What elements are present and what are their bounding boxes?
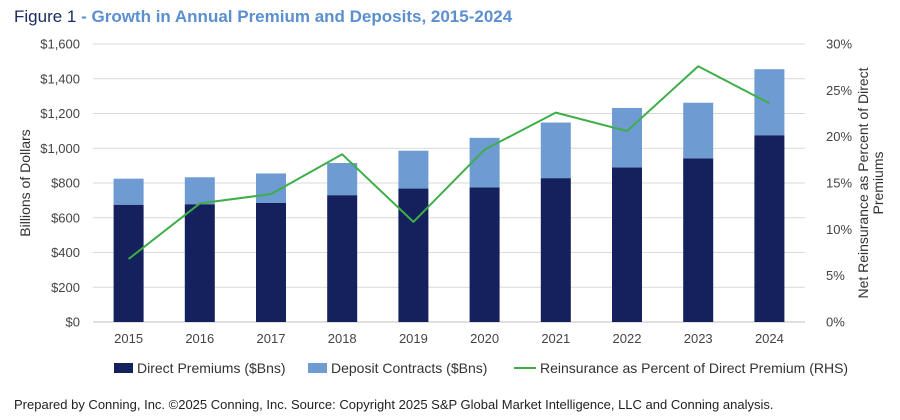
bar-deposit-contracts (184, 177, 215, 205)
bar-direct-premiums (113, 204, 144, 322)
chart-canvas: $0 $200 $400 $600 $800 $1,000 $1,200 $1,400 $1,6… (17, 37, 886, 377)
legend-label-direct-premiums: Direct Premiums ($Bns) (137, 360, 286, 376)
bar-deposit-contracts (612, 107, 642, 168)
line-series (127, 65, 770, 260)
x-tick-label: 2019 (399, 331, 428, 346)
bar-deposit-contracts (469, 137, 500, 188)
x-tick-label: 2018 (328, 331, 357, 346)
y-tick-label-right: 15% (826, 176, 852, 191)
x-tick-label: 2021 (541, 331, 570, 346)
x-tick-label: 2017 (257, 331, 286, 346)
y-tick-label-left: $1,600 (40, 37, 80, 52)
y-tick-label-left: $1,000 (40, 141, 80, 156)
line-reinsurance-percent (127, 65, 770, 260)
bar-deposit-contracts (540, 122, 571, 179)
y-tick-label-right: 25% (826, 83, 852, 98)
source-footnote: Prepared by Conning, Inc. ©2025 Conning,… (14, 397, 774, 412)
y-tick-label-right: 0% (826, 315, 845, 330)
x-tick-label: 2024 (755, 331, 784, 346)
bar-direct-premiums (184, 204, 215, 322)
x-tick-label: 2015 (114, 331, 143, 346)
y-tick-label-left: $1,200 (40, 106, 80, 121)
bar-direct-premiums (327, 195, 358, 322)
y-tick-label-left: $600 (51, 210, 80, 225)
chart-title: Figure 1 - Growth in Annual Premium and … (14, 7, 512, 27)
figure-label: Figure 1 (14, 7, 77, 26)
y-axis-left-ticks: $0 $200 $400 $600 $800 $1,000 $1,200 $1,400 $1,6… (40, 37, 80, 330)
title-text: Growth in Annual Premium and Deposits, 2… (91, 7, 513, 26)
x-tick-label: 2022 (613, 331, 642, 346)
y-axis-right-label-text: Net Reinsurance as Percent of DirectPrem… (855, 67, 886, 298)
bar-direct-premiums (398, 188, 429, 322)
bar-direct-premiums (754, 135, 785, 322)
x-tick-label: 2016 (185, 331, 214, 346)
title-separator: - (76, 7, 92, 26)
y-axis-right-ticks: 0% 5% 10% 15% 20% 25% 30% (826, 37, 852, 330)
bar-series (113, 69, 785, 322)
legend-swatch-deposit-contracts (308, 363, 327, 373)
y-tick-label-left: $1,400 (40, 71, 80, 86)
bar-direct-premiums (469, 187, 500, 322)
legend-label-reinsurance-percent: Reinsurance as Percent of Direct Premium… (540, 360, 848, 376)
y-axis-left-label: Billions of Dollars (17, 129, 33, 236)
legend-swatch-direct-premiums (114, 363, 133, 373)
x-tick-label: 2023 (684, 331, 713, 346)
y-tick-label-left: $400 (51, 245, 80, 260)
bar-direct-premiums (540, 178, 571, 322)
x-axis-ticks: 2015 2016 2017 2018 2019 2020 2021 2022 2023 2024 (114, 331, 784, 346)
legend-label-deposit-contracts: Deposit Contracts ($Bns) (331, 360, 487, 376)
y-tick-label-left: $0 (66, 315, 80, 330)
y-tick-label-right: 30% (826, 37, 852, 52)
bar-deposit-contracts (398, 150, 429, 189)
y-tick-label-right: 10% (826, 222, 852, 237)
x-tick-label: 2020 (470, 331, 499, 346)
y-axis-right-label: Net Reinsurance as Percent of DirectPrem… (855, 67, 886, 298)
y-axis-right-label-line-2: Premiums (870, 151, 886, 214)
bar-deposit-contracts (683, 102, 714, 159)
bar-direct-premiums (612, 167, 642, 322)
bar-direct-premiums (683, 158, 714, 322)
legend: Direct Premiums ($Bns) Deposit Contracts … (114, 360, 848, 376)
y-tick-label-right: 5% (826, 268, 845, 283)
y-axis-right-label-line-1: Net Reinsurance as Percent of Direct (855, 67, 871, 298)
y-tick-label-left: $200 (51, 280, 80, 295)
y-tick-label-left: $800 (51, 176, 80, 191)
bar-deposit-contracts (113, 178, 144, 205)
bar-direct-premiums (256, 202, 286, 322)
y-tick-label-right: 20% (826, 129, 852, 144)
bar-deposit-contracts (327, 163, 358, 196)
